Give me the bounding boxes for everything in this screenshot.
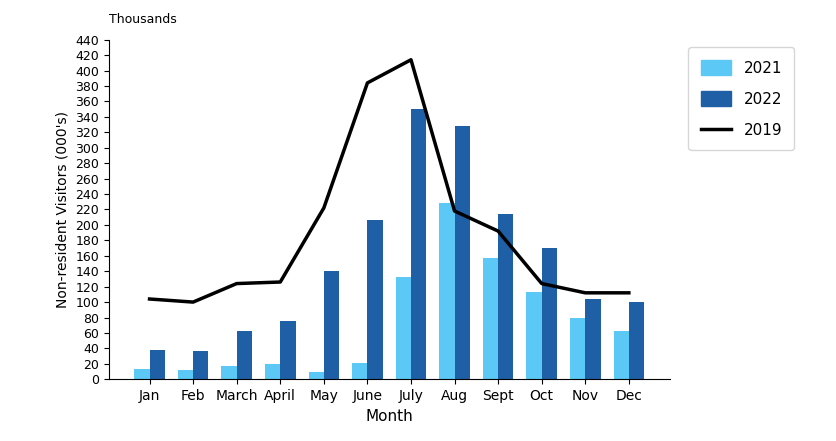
2019 <box>449 209 459 214</box>
2019 <box>232 281 242 286</box>
Bar <box>584 299 599 379</box>
2019 <box>579 290 589 295</box>
Bar <box>308 371 324 379</box>
Y-axis label: Non-resident Visitors (000's): Non-resident Visitors (000's) <box>55 111 69 308</box>
Legend: 2021, 2022, 2019: 2021, 2022, 2019 <box>688 47 793 150</box>
X-axis label: Month: Month <box>364 408 413 423</box>
Bar <box>367 220 382 379</box>
2019 <box>319 206 329 211</box>
Bar <box>395 277 410 379</box>
Bar <box>178 370 193 379</box>
Bar <box>280 321 295 379</box>
2019 <box>145 296 155 302</box>
Bar <box>613 332 628 379</box>
Bar <box>193 351 208 379</box>
Text: Thousands: Thousands <box>109 13 176 26</box>
2019 <box>405 57 415 63</box>
Bar <box>134 369 150 379</box>
Bar <box>497 214 512 379</box>
Bar <box>454 126 469 379</box>
Bar <box>482 258 497 379</box>
Line: 2019: 2019 <box>150 60 628 302</box>
Bar <box>410 109 426 379</box>
2019 <box>275 280 285 285</box>
2019 <box>362 80 372 86</box>
2019 <box>492 228 502 234</box>
Bar <box>150 350 165 379</box>
Bar <box>352 363 367 379</box>
Bar <box>628 302 644 379</box>
2019 <box>536 281 546 286</box>
Bar <box>569 318 584 379</box>
Bar <box>526 292 541 379</box>
Bar <box>222 366 237 379</box>
Bar <box>439 203 454 379</box>
2019 <box>623 290 633 295</box>
Bar <box>541 248 556 379</box>
Bar <box>324 271 339 379</box>
2019 <box>188 299 198 305</box>
Bar <box>265 364 280 379</box>
Bar <box>237 331 252 379</box>
